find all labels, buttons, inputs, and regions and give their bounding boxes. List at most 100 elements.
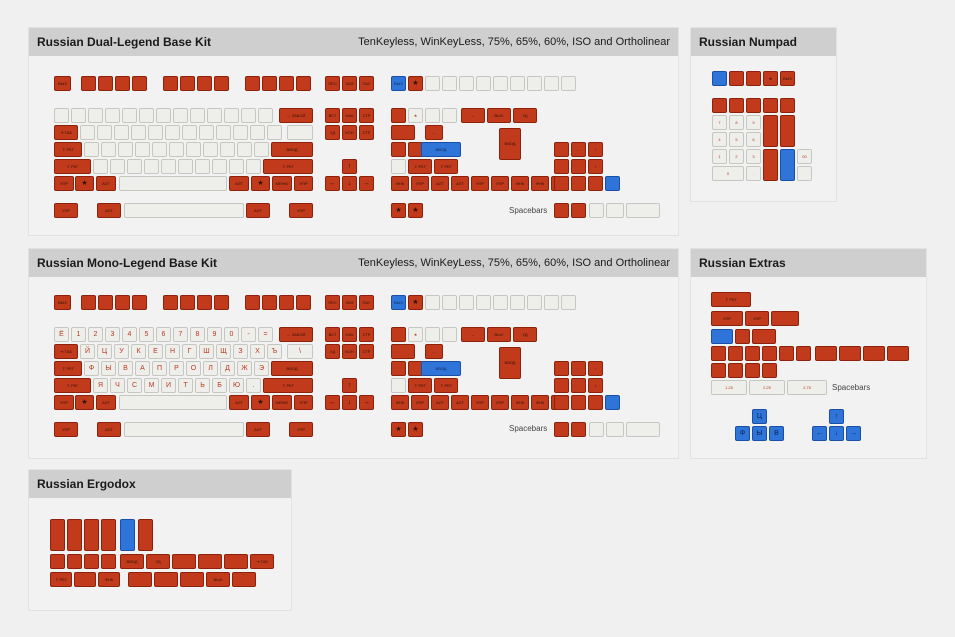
- keycap: [527, 295, 542, 310]
- keycap: [132, 76, 147, 91]
- keycap: [173, 108, 188, 123]
- dual-spacebars-label: Spacebars: [509, 206, 548, 215]
- keycap: [98, 295, 113, 310]
- keycap: ⇧ РЕГ: [54, 159, 91, 174]
- keycap: Ь: [195, 378, 210, 393]
- keycap: [148, 125, 163, 140]
- keycap: Й: [80, 344, 95, 359]
- keycap: Ё: [54, 327, 69, 342]
- keycap: ←: [812, 426, 827, 441]
- keycap: [746, 71, 761, 86]
- keycap: [296, 76, 311, 91]
- keycap: П: [152, 361, 167, 376]
- keycap: [131, 125, 146, 140]
- keycap: [197, 76, 212, 91]
- keycap: [771, 311, 799, 326]
- keycap: [425, 327, 440, 342]
- keycap: АЛТ: [451, 395, 469, 410]
- keycap: [745, 346, 760, 361]
- keycap: [119, 395, 227, 410]
- keycap: ВВОД: [499, 347, 521, 379]
- keycap: [554, 395, 569, 410]
- keycap: 4: [122, 327, 137, 342]
- keycap: [120, 519, 135, 551]
- keycap: УПР: [745, 311, 769, 326]
- keycap: [224, 554, 248, 569]
- keycap: ФНК: [531, 176, 549, 191]
- keycap: [493, 295, 508, 310]
- keycap: [287, 125, 313, 140]
- keycap: [745, 363, 760, 378]
- keycap: З: [233, 344, 248, 359]
- keycap: [118, 142, 133, 157]
- keycap: 8: [190, 327, 205, 342]
- dual-legend-title: Russian Dual-Legend Base Kit: [37, 35, 212, 49]
- keycap: И: [161, 378, 176, 393]
- keycap: [67, 554, 82, 569]
- keycap: [101, 142, 116, 157]
- keycap: [510, 76, 525, 91]
- keycap: ⇧ РЕГ: [408, 159, 432, 174]
- keycap: [115, 295, 130, 310]
- keycap: [571, 203, 586, 218]
- keycap: ↑: [342, 159, 357, 174]
- keycap: [279, 295, 294, 310]
- keycap: [779, 346, 794, 361]
- keycap: [88, 108, 103, 123]
- keycap: УПР: [294, 176, 313, 191]
- keycap: [180, 572, 204, 587]
- keycap: УПР: [491, 395, 509, 410]
- keycap: ВВОД: [499, 128, 521, 160]
- keycap: [510, 295, 525, 310]
- keycap: ←: [571, 142, 586, 157]
- keycap: С: [127, 378, 142, 393]
- keycap: ★: [408, 327, 423, 342]
- keycap: [250, 125, 265, 140]
- keycap: 9: [207, 327, 222, 342]
- keycap: ВСТ: [325, 108, 340, 123]
- keycap: В: [118, 361, 133, 376]
- keycap: [887, 346, 909, 361]
- keycap: [425, 295, 440, 310]
- keycap: ←: [571, 361, 586, 376]
- keycap: 7: [173, 327, 188, 342]
- keycap: УПР: [289, 422, 313, 437]
- keycap: [172, 554, 196, 569]
- keycap: УПР: [491, 176, 509, 191]
- keycap: НАЧ: [342, 327, 357, 342]
- keycap: [258, 108, 273, 123]
- keycap: 1.25: [711, 380, 747, 395]
- extras-spacebars-label: Spacebars: [832, 383, 871, 392]
- keycap: [752, 329, 776, 344]
- keycap: [245, 76, 260, 91]
- keycap: АЛТ: [246, 422, 270, 437]
- keycap: [81, 295, 96, 310]
- keycap: 3: [746, 149, 761, 164]
- keycap: МЕНЮ: [272, 176, 292, 191]
- keycap: Б: [212, 378, 227, 393]
- mono-spacebars-label: Spacebars: [509, 424, 548, 433]
- keycap: [442, 76, 457, 91]
- keycap: [735, 329, 750, 344]
- keycap: [839, 346, 861, 361]
- keycap: НАЧ: [342, 108, 357, 123]
- keycap: [391, 327, 406, 342]
- keycap: [144, 159, 159, 174]
- keycap: [729, 71, 744, 86]
- keycap: ★: [391, 422, 406, 437]
- keycap: СТР: [359, 344, 374, 359]
- keycap: [712, 71, 727, 86]
- keycap: КОН: [342, 125, 357, 140]
- keycap: [237, 142, 252, 157]
- keycap: [50, 554, 65, 569]
- keycap: ФНК: [391, 395, 409, 410]
- keycap: УПР: [471, 176, 489, 191]
- keycap: Ж: [237, 361, 252, 376]
- keycap: ВЫХ: [780, 71, 795, 86]
- keycap: ⇧ РЕГ: [50, 572, 72, 587]
- keycap: ←: [425, 125, 443, 140]
- keycap: [554, 159, 569, 174]
- keycap: [763, 115, 778, 147]
- keycap: [815, 346, 837, 361]
- keycap: [197, 295, 212, 310]
